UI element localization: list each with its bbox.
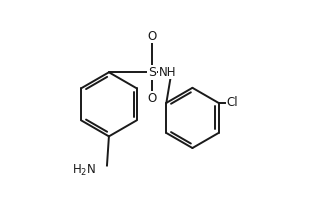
Text: O: O (147, 92, 156, 105)
Text: H$_2$N: H$_2$N (72, 163, 96, 178)
Text: Cl: Cl (227, 96, 239, 109)
Text: NH: NH (158, 66, 176, 79)
Text: S: S (148, 66, 156, 79)
Text: O: O (147, 30, 156, 43)
